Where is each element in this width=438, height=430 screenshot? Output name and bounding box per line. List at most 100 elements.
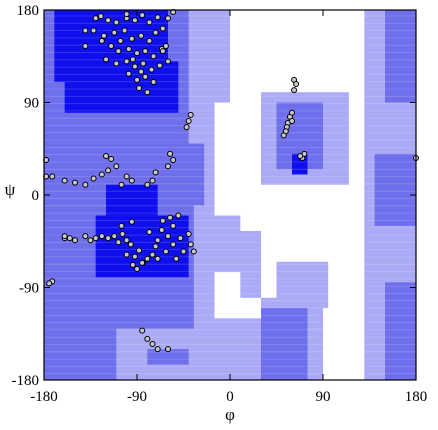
- data-point: [158, 226, 165, 233]
- data-point: [128, 177, 135, 184]
- data-point: [154, 14, 161, 21]
- data-point: [136, 85, 143, 92]
- data-point: [113, 163, 120, 170]
- data-point: [180, 248, 187, 255]
- data-point: [98, 37, 105, 44]
- data-point: [115, 239, 122, 246]
- ticks-layer: -180 -90 0 90 180 -180 -90 0 90 180: [12, 3, 428, 405]
- data-point: [72, 237, 78, 244]
- region-generous-2: [214, 215, 241, 231]
- data-point: [293, 81, 300, 87]
- y-tick-label: 0: [32, 188, 40, 204]
- data-point: [185, 231, 192, 238]
- data-point: [167, 214, 174, 221]
- data-point: [111, 233, 118, 240]
- data-point: [144, 89, 151, 96]
- data-point: [149, 341, 156, 348]
- data-point: [117, 37, 124, 44]
- data-point: [144, 181, 151, 188]
- data-point: [146, 37, 153, 44]
- data-point: [123, 237, 130, 244]
- data-point: [149, 251, 156, 258]
- data-point: [118, 181, 125, 188]
- data-point: [159, 48, 166, 55]
- data-point: [159, 25, 166, 32]
- data-point: [90, 27, 97, 34]
- data-point: [154, 255, 161, 262]
- data-point: [152, 243, 159, 250]
- region-allowed-8: [385, 10, 416, 103]
- data-point: [167, 150, 174, 157]
- data-point: [105, 17, 112, 24]
- data-point: [183, 124, 190, 131]
- data-point: [139, 12, 146, 19]
- y-tick-label: 180: [17, 3, 40, 19]
- data-point: [66, 235, 73, 242]
- data-point: [108, 156, 115, 163]
- data-point: [149, 177, 156, 184]
- data-point: [72, 179, 78, 186]
- data-point: [128, 35, 135, 42]
- data-point: [128, 218, 135, 225]
- data-point: [98, 233, 105, 240]
- x-tick-label: 0: [226, 389, 234, 405]
- data-point: [121, 27, 128, 34]
- data-point: [185, 118, 192, 124]
- data-point: [165, 58, 171, 65]
- data-point: [113, 19, 120, 26]
- region-core-1: [64, 61, 179, 113]
- data-point: [152, 29, 159, 36]
- y-tick-label: -180: [12, 373, 40, 389]
- data-point: [154, 237, 161, 244]
- data-point: [105, 235, 112, 242]
- data-point: [123, 11, 130, 18]
- data-point: [113, 60, 120, 67]
- data-point: [131, 253, 138, 260]
- data-point: [98, 171, 105, 178]
- data-point: [92, 235, 99, 242]
- data-point: [165, 346, 171, 353]
- data-point: [129, 261, 136, 268]
- data-point: [159, 217, 166, 224]
- data-point: [61, 233, 68, 240]
- data-point: [162, 42, 169, 49]
- region-core-3: [106, 184, 158, 216]
- data-point: [90, 175, 97, 182]
- data-point: [170, 222, 177, 229]
- data-point: [148, 66, 155, 73]
- data-point: [115, 48, 122, 55]
- data-point: [150, 53, 157, 60]
- data-point: [127, 241, 134, 248]
- data-point: [125, 46, 132, 53]
- data-point: [46, 280, 53, 287]
- data-point: [105, 167, 112, 174]
- data-point: [170, 157, 177, 164]
- data-point: [139, 327, 146, 334]
- y-tick-label: -90: [19, 281, 39, 297]
- data-point: [162, 248, 169, 255]
- data-point: [187, 241, 194, 248]
- data-point: [139, 259, 146, 266]
- data-point: [100, 32, 107, 39]
- region-generous-1: [214, 10, 230, 103]
- data-point: [97, 13, 104, 20]
- data-point: [154, 346, 161, 353]
- data-point: [138, 32, 145, 39]
- data-point: [156, 62, 163, 69]
- data-point: [82, 27, 89, 34]
- region-generous-4: [240, 272, 261, 298]
- data-point: [82, 181, 89, 188]
- data-point: [111, 29, 118, 36]
- data-point: [150, 78, 157, 85]
- region-allowed-9: [374, 153, 416, 226]
- data-point: [82, 42, 89, 49]
- data-point: [142, 73, 149, 80]
- data-point: [134, 266, 140, 272]
- data-point: [138, 68, 145, 75]
- data-point: [87, 237, 94, 244]
- x-axis-label: φ: [225, 405, 235, 424]
- data-point: [297, 152, 304, 159]
- data-point: [165, 15, 171, 22]
- data-point: [136, 247, 143, 254]
